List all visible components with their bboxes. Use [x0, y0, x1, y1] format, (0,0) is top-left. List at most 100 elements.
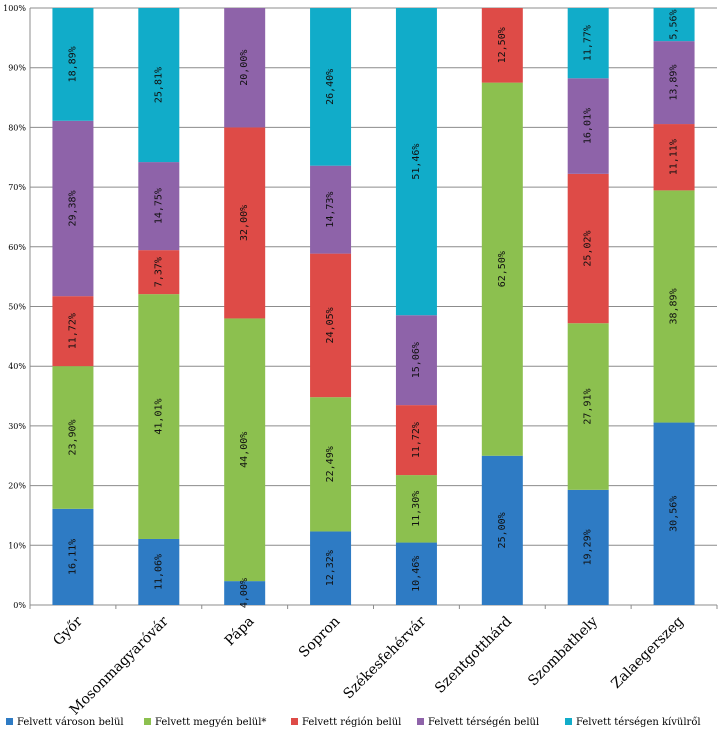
legend: Felvett városon belül Felvett megyén belü…	[6, 717, 701, 728]
data-label: 44,00%	[239, 432, 250, 468]
bar-segment	[138, 250, 180, 295]
data-label: 25,00%	[497, 512, 508, 548]
bars	[52, 7, 695, 605]
data-label: 18,89%	[67, 46, 78, 82]
data-label: 12,50%	[497, 27, 508, 63]
bar-segment	[395, 8, 437, 316]
data-label: 11,06%	[153, 554, 164, 590]
bar-segment	[481, 82, 523, 456]
legend-swatch	[6, 718, 13, 725]
x-category-label: Zalaegerszeg	[608, 613, 686, 691]
data-label: 27,91%	[583, 388, 594, 424]
bar-segment	[224, 581, 266, 605]
bar-segment	[310, 165, 352, 254]
data-label: 12,32%	[325, 550, 336, 586]
bar-segment	[224, 318, 266, 582]
data-label: 25,81%	[153, 67, 164, 103]
legend-label: Felvett térségén belül	[428, 717, 539, 728]
bar-segment	[310, 8, 352, 166]
data-label: 25,02%	[583, 230, 594, 266]
data-label: 14,73%	[325, 192, 336, 228]
data-label: 11,77%	[583, 25, 594, 61]
grid-lines	[30, 7, 717, 606]
data-label: 22,49%	[325, 446, 336, 482]
data-label: 16,01%	[583, 108, 594, 144]
legend-label: Felvett megyén belül*	[155, 717, 266, 728]
data-label: 29,38%	[67, 190, 78, 226]
y-tick-label: 60%	[8, 243, 26, 252]
y-tick-label: 20%	[8, 482, 26, 491]
data-label: 16,11%	[67, 539, 78, 575]
bar-segment	[138, 294, 180, 539]
data-label: 11,72%	[67, 313, 78, 349]
bar-segment	[567, 8, 609, 79]
bar-segment	[395, 542, 437, 605]
y-tick-label: 70%	[8, 183, 26, 192]
bar-segment	[138, 538, 180, 605]
bar-segment	[52, 366, 94, 509]
y-tick-label: 90%	[8, 64, 26, 73]
x-category-label: Mosonmagyaróvár	[67, 613, 172, 718]
bar-segment	[481, 455, 523, 605]
data-labels: 16,11% 23,90% 11,72% 29,38% 18,89% 11,06% 41,0…	[67, 9, 679, 608]
bar-segment	[310, 253, 352, 398]
legend-label: Felvett térségen kívülről	[576, 717, 701, 728]
x-category-label: Székesfehérvár	[340, 613, 429, 702]
bar-segment	[653, 124, 695, 191]
bar-segment	[52, 120, 94, 297]
x-category-label: Szombathely	[525, 613, 601, 689]
bar-segment	[395, 315, 437, 406]
y-tick-label: 40%	[8, 362, 26, 371]
legend-swatch	[417, 718, 424, 725]
data-label: 51,46%	[411, 144, 422, 180]
data-label: 4,00%	[239, 578, 250, 608]
data-label: 19,29%	[583, 529, 594, 565]
legend-swatch	[144, 718, 151, 725]
data-label: 32,00%	[239, 205, 250, 241]
bar-segment	[395, 475, 437, 543]
data-label: 15,06%	[411, 342, 422, 378]
bar-segment	[224, 8, 266, 128]
bar-segment	[567, 489, 609, 605]
bar-segment	[310, 397, 352, 532]
bar-segment	[653, 7, 695, 42]
x-category-label: Szentgotthárd	[432, 613, 515, 696]
bar-segment	[395, 405, 437, 476]
bar-segment	[567, 173, 609, 324]
data-label: 11,72%	[411, 422, 422, 458]
data-label: 26,40%	[325, 69, 336, 105]
bar-segment	[138, 162, 180, 251]
data-label: 30,56%	[669, 496, 680, 532]
data-label: 14,75%	[153, 188, 164, 224]
data-label: 41,01%	[153, 398, 164, 434]
data-label: 7,37%	[153, 257, 164, 287]
bar-segment	[52, 508, 94, 605]
bar-segment	[310, 531, 352, 605]
bar-segment	[567, 78, 609, 174]
data-label: 11,11%	[669, 139, 680, 175]
y-tick-label: 80%	[8, 123, 26, 132]
legend-label: Felvett régión belül	[302, 717, 401, 728]
data-label: 11,30%	[411, 491, 422, 527]
data-label: 23,90%	[67, 419, 78, 455]
x-category-label: Pápa	[222, 614, 258, 650]
data-label: 38,89%	[669, 288, 680, 324]
data-label: 5,56%	[669, 9, 680, 39]
legend-label: Felvett városon belül	[17, 717, 124, 728]
bar-segment	[138, 8, 180, 163]
data-label: 13,89%	[669, 65, 680, 101]
data-label: 10,46%	[411, 556, 422, 592]
bar-segment	[653, 41, 695, 125]
bar-segment	[653, 190, 695, 423]
legend-swatch	[291, 718, 298, 725]
data-label: 62,50%	[497, 251, 508, 287]
y-tick-label: 50%	[8, 303, 26, 312]
y-tick-label: 10%	[8, 541, 26, 550]
bar-segment	[653, 422, 695, 605]
y-tick-label: 0%	[13, 601, 26, 610]
y-tick-label: 100%	[3, 4, 26, 13]
bar-segment	[52, 8, 94, 121]
bar-segment	[52, 296, 94, 367]
